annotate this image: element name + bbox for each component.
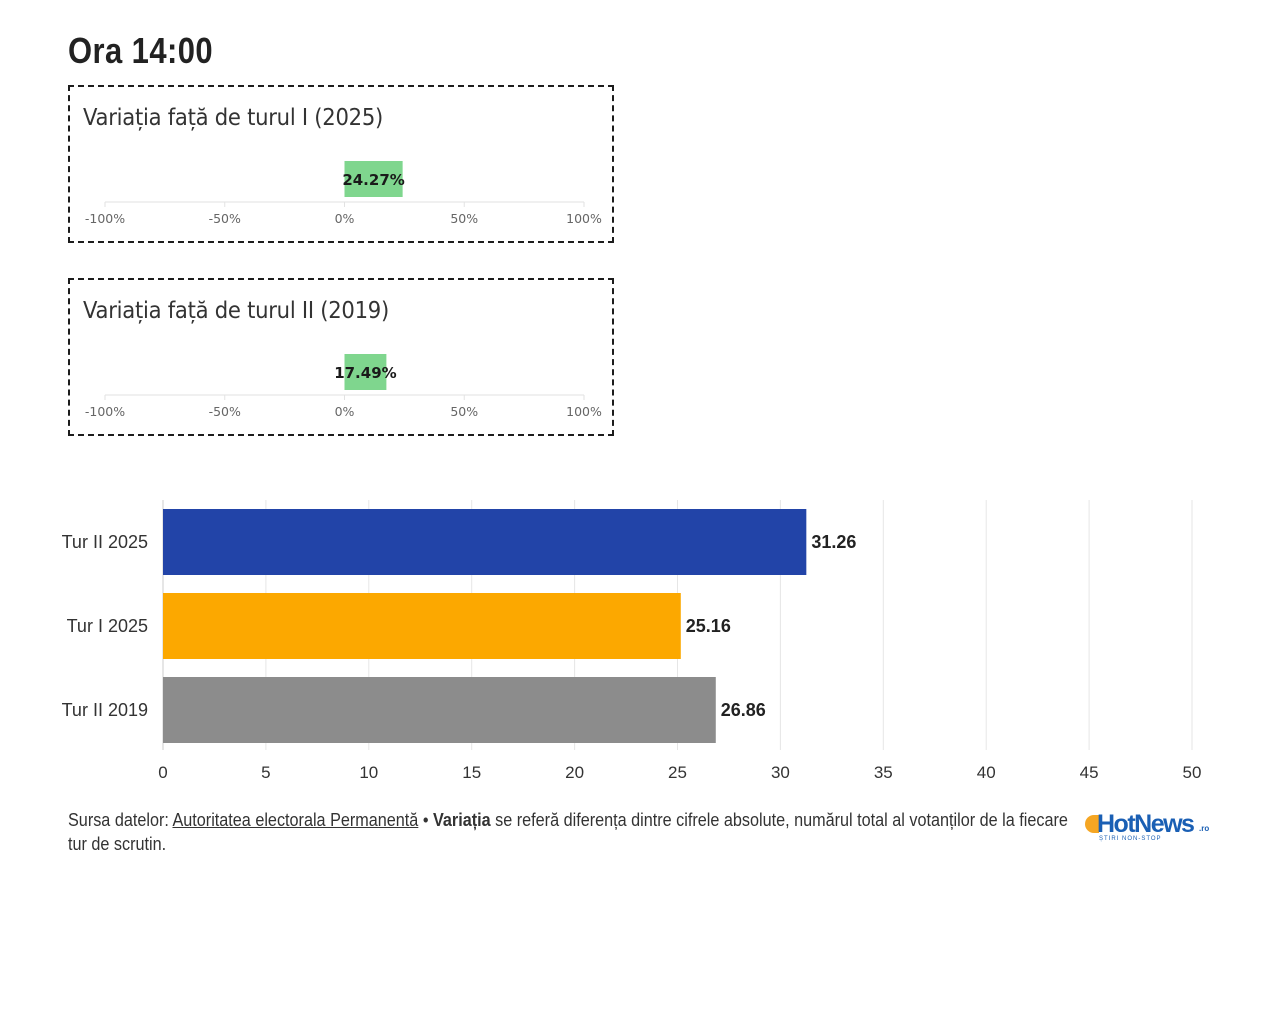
variation-box-title: Variația față de turul I (2025) <box>83 105 383 131</box>
axis-tick-label: 0% <box>335 404 355 419</box>
axis-tick-label: -50% <box>209 211 241 226</box>
axis-tick-label: 100% <box>566 404 602 419</box>
x-tick-label: 40 <box>977 763 996 782</box>
x-tick-label: 45 <box>1080 763 1099 782</box>
variation-bar <box>344 161 403 197</box>
footer-note: Sursa datelor: Autoritatea electorala Pe… <box>68 808 1076 856</box>
axis-tick-label: 50% <box>450 211 478 226</box>
page-title: Ora 14:00 <box>68 30 214 71</box>
separator: • <box>418 810 434 830</box>
bold-term: Variația <box>433 810 491 830</box>
bar <box>163 677 716 743</box>
x-tick-label: 25 <box>668 763 687 782</box>
category-label: Tur II 2019 <box>62 700 148 720</box>
axis-tick-label: -100% <box>85 211 125 226</box>
axis-tick-label: -100% <box>85 404 125 419</box>
bar <box>163 593 681 659</box>
variation-bar <box>344 354 387 390</box>
logo-suffix: .ro <box>1199 824 1210 833</box>
bar-value-label: 31.26 <box>811 532 856 552</box>
turnout-bar-chart: 0 5 10 15 20 25 30 35 40 45 50 Tur II 2025 31.26 Tur … <box>62 500 1202 782</box>
logo-brand: HotNews <box>1097 810 1195 838</box>
logo-sun-icon <box>1085 815 1099 833</box>
axis-tick-label: -50% <box>209 404 241 419</box>
variation-value-label: 17.49% <box>334 364 396 382</box>
axis-tick-label: 50% <box>450 404 478 419</box>
x-tick-label: 20 <box>565 763 584 782</box>
source-link[interactable]: Autoritatea electorala Permanentă <box>172 810 419 830</box>
bar-value-label: 25.16 <box>686 616 731 636</box>
variation-box-title: Variația față de turul II (2019) <box>83 298 389 324</box>
x-tick-label: 35 <box>874 763 893 782</box>
bar-value-label: 26.86 <box>721 700 766 720</box>
x-tick-label: 50 <box>1183 763 1202 782</box>
x-tick-label: 10 <box>359 763 378 782</box>
x-tick-label: 15 <box>462 763 481 782</box>
variation-box-tur2-2019: Variația față de turul II (2019) -100% -5… <box>68 278 614 436</box>
x-tick-label: 5 <box>261 763 270 782</box>
variation-chart-tur1: -100% -50% 0% 50% 100% 24.27% <box>85 161 602 226</box>
footer-rest: se referă diferența dintre cifrele absol… <box>68 810 1068 854</box>
x-tick-label: 30 <box>771 763 790 782</box>
source-prefix: Sursa datelor: <box>68 810 173 830</box>
x-tick-label: 0 <box>158 763 167 782</box>
bar <box>163 509 807 575</box>
hotnews-logo: HotNews .ro ȘTIRI NON-STOP <box>1085 810 1215 846</box>
axis-tick-label: 0% <box>335 211 355 226</box>
axis-tick-label: 100% <box>566 211 602 226</box>
logo-tagline: ȘTIRI NON-STOP <box>1099 836 1162 842</box>
variation-value-label: 24.27% <box>342 171 404 189</box>
variation-chart-tur2-2019: -100% -50% 0% 50% 100% 17.49% <box>85 354 602 419</box>
category-label: Tur I 2025 <box>67 616 148 636</box>
variation-box-tur1: Variația față de turul I (2025) -100% -50… <box>68 85 614 243</box>
category-label: Tur II 2025 <box>62 532 148 552</box>
